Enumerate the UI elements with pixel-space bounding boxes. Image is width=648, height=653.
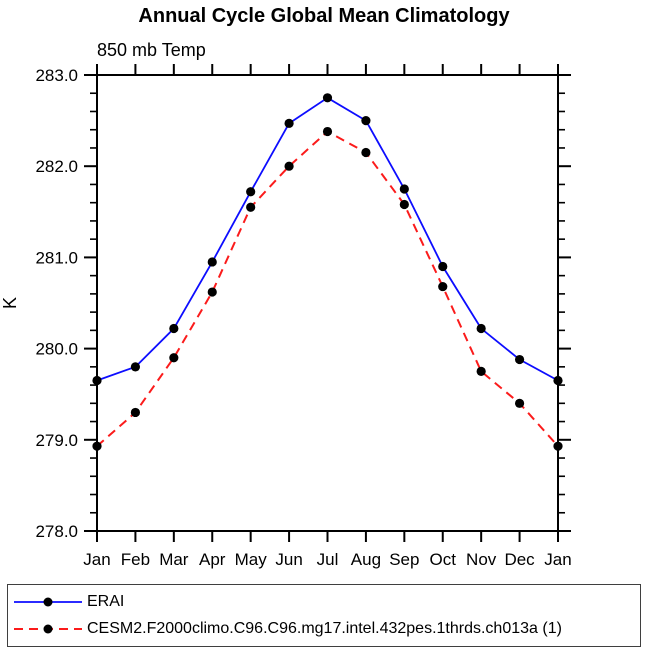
data-point (438, 261, 448, 272)
x-tick-label: Aug (351, 550, 381, 569)
data-point (553, 375, 563, 386)
x-tick-label: Mar (159, 550, 189, 569)
axis-frame (96, 74, 559, 532)
x-axis: Jan Feb Mar Apr May Jun Jul Aug Sep Oct Nov Dec Jan (83, 64, 572, 569)
x-tick-label: Nov (466, 550, 497, 569)
series-1 (92, 126, 563, 451)
x-tick-label: Jun (275, 550, 302, 569)
x-tick-label: Dec (504, 550, 535, 569)
data-point (361, 147, 371, 158)
x-tick-label: Oct (430, 550, 457, 569)
data-point (476, 366, 486, 376)
chart-subtitle: 850 mb Temp (97, 40, 206, 60)
data-point (399, 184, 409, 194)
y-axis: 283.0 282.0 281.0 280.0 279.0 278.0 (35, 66, 571, 541)
y-tick-label: 280.0 (35, 340, 78, 359)
data-point (169, 323, 179, 334)
data-point (92, 375, 102, 386)
y-tick-label: 279.0 (35, 431, 78, 450)
legend: ERAI CESM2.F2000climo.C96.C96.mg17.intel.… (7, 584, 641, 647)
y-tick-label: 283.0 (35, 66, 78, 85)
plot-canvas: Jan Feb Mar Apr May Jun Jul Aug Sep Oct Nov Dec Jan 2… (0, 64, 572, 569)
data-point (514, 398, 525, 408)
data-point (553, 441, 563, 451)
x-tick-label: Jan (544, 550, 571, 569)
data-point (476, 323, 486, 334)
chart-title: Annual Cycle Global Mean Climatology (138, 5, 510, 27)
data-point (130, 407, 141, 418)
data-point (514, 354, 525, 365)
legend-label: CESM2.F2000climo.C96.C96.mg17.intel.432p… (87, 619, 562, 637)
y-tick-label: 278.0 (35, 522, 78, 541)
data-point (322, 126, 333, 137)
data-point (361, 116, 371, 126)
legend-label: ERAI (87, 592, 125, 610)
x-tick-label: Jul (317, 550, 339, 569)
data-point (322, 93, 333, 103)
y-axis-title: K (0, 297, 20, 309)
legend-line-sample (14, 597, 82, 606)
legend-marker-icon (43, 597, 53, 606)
legend-marker-icon (43, 624, 53, 633)
data-point (399, 199, 409, 210)
x-tick-label: Sep (389, 550, 419, 569)
data-point (169, 353, 179, 363)
x-tick-label: Jan (83, 550, 110, 569)
data-point (207, 287, 217, 297)
data-point (207, 257, 217, 267)
series-line (96, 130, 559, 447)
legend-line-sample (14, 624, 82, 633)
data-point (130, 362, 141, 372)
data-point (92, 441, 102, 451)
legend-item: CESM2.F2000climo.C96.C96.mg17.intel.432p… (8, 615, 640, 642)
x-tick-label: Feb (121, 550, 150, 569)
series-line (96, 96, 559, 382)
y-tick-label: 281.0 (35, 248, 78, 267)
series-0 (92, 93, 563, 386)
data-point (246, 202, 256, 212)
x-tick-label: May (235, 550, 268, 569)
legend-item: ERAI (8, 588, 640, 615)
data-point (438, 281, 448, 292)
x-tick-label: Apr (199, 550, 226, 569)
data-point (284, 161, 294, 171)
data-point (284, 118, 294, 128)
y-tick-label: 282.0 (35, 157, 78, 176)
data-point (246, 187, 256, 197)
